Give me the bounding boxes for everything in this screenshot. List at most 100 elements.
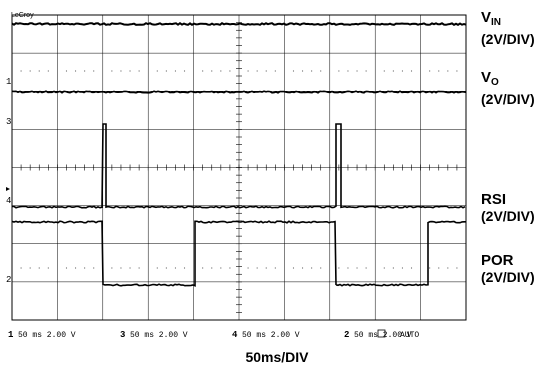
- dot-mark: [30, 267, 31, 268]
- dot-mark: [338, 70, 339, 71]
- dot-mark: [157, 70, 158, 71]
- dot-mark: [438, 70, 439, 71]
- dot-mark: [393, 70, 394, 71]
- por-scale: (2V/DIV): [481, 269, 535, 285]
- status-line: 1 50 ms 2.00 V 3 50 ms 2.00 V 4 50 ms 2.00 V 2…: [8, 330, 419, 340]
- dot-mark: [111, 267, 112, 268]
- dot-mark: [20, 267, 21, 268]
- status-channel-2: 2: [344, 330, 349, 340]
- status-setting: 50 ms 2.00 V: [242, 331, 300, 340]
- vin-label: VIN (2V/DIV): [481, 9, 535, 48]
- dot-mark: [402, 267, 403, 268]
- trigger-mode: AUTO: [400, 331, 419, 340]
- dot-mark: [402, 70, 403, 71]
- dot-mark: [456, 267, 457, 268]
- dot-mark: [320, 70, 321, 71]
- dot-mark: [157, 267, 158, 268]
- dot-mark: [447, 267, 448, 268]
- dot-mark: [202, 70, 203, 71]
- rsi-name: RSI: [481, 191, 535, 208]
- dot-mark: [220, 267, 221, 268]
- dot-mark: [293, 70, 294, 71]
- dot-mark: [30, 70, 31, 71]
- dot-mark: [266, 267, 267, 268]
- dot-mark: [366, 267, 367, 268]
- dot-mark: [366, 70, 367, 71]
- dot-mark: [247, 70, 248, 71]
- dot-mark: [120, 70, 121, 71]
- dot-mark: [75, 267, 76, 268]
- dot-mark: [429, 267, 430, 268]
- dot-mark: [84, 70, 85, 71]
- dot-mark: [393, 267, 394, 268]
- dot-mark: [166, 70, 167, 71]
- vin-scale: (2V/DIV): [481, 31, 535, 47]
- por-name: POR: [481, 252, 535, 269]
- dot-mark: [39, 70, 40, 71]
- trigger-level-icon: [6, 187, 10, 191]
- dot-mark: [356, 267, 357, 268]
- dot-mark: [275, 267, 276, 268]
- dot-mark: [84, 267, 85, 268]
- status-channel-3: 3: [120, 330, 125, 340]
- vo-scale: (2V/DIV): [481, 91, 535, 107]
- dot-mark: [229, 267, 230, 268]
- channel-marker-2: 2: [6, 275, 11, 285]
- dot-mark: [302, 70, 303, 71]
- dot-mark: [229, 70, 230, 71]
- rsi-scale: (2V/DIV): [481, 208, 535, 224]
- dot-mark: [66, 70, 67, 71]
- dot-mark: [447, 70, 448, 71]
- dot-mark: [220, 70, 221, 71]
- dot-mark: [139, 267, 140, 268]
- dot-mark: [302, 267, 303, 268]
- dot-mark: [184, 267, 185, 268]
- status-channel-4: 4: [232, 330, 238, 340]
- timebase-label: 50ms/DIV: [0, 349, 554, 365]
- dot-mark: [411, 267, 412, 268]
- dot-mark: [39, 267, 40, 268]
- dot-mark: [411, 70, 412, 71]
- dot-mark: [66, 267, 67, 268]
- vo-label: VO (2V/DIV): [481, 69, 535, 108]
- status-channel-1: 1: [8, 330, 14, 340]
- vo-subscript: O: [491, 77, 499, 88]
- dot-mark: [338, 267, 339, 268]
- dot-mark: [48, 70, 49, 71]
- status-setting: 50 ms 2.00 V: [130, 331, 188, 340]
- vin-name: V: [481, 9, 491, 26]
- dot-mark: [129, 267, 130, 268]
- dot-mark: [175, 70, 176, 71]
- dot-mark: [456, 70, 457, 71]
- dot-mark: [438, 267, 439, 268]
- dot-mark: [129, 70, 130, 71]
- dot-mark: [384, 70, 385, 71]
- channel-marker-1: 1: [6, 77, 11, 87]
- dot-mark: [293, 267, 294, 268]
- dot-mark: [93, 70, 94, 71]
- channel-markers: 1 3 4 2: [6, 77, 11, 285]
- dot-mark: [184, 70, 185, 71]
- dot-mark: [347, 70, 348, 71]
- dot-mark: [311, 267, 312, 268]
- channel-marker-3: 3: [6, 117, 11, 127]
- dot-mark: [75, 70, 76, 71]
- dot-mark: [120, 267, 121, 268]
- dot-mark: [175, 267, 176, 268]
- dot-mark: [257, 70, 258, 71]
- scope-grid: [12, 15, 466, 320]
- dot-mark: [311, 70, 312, 71]
- status-setting: 50 ms 2.00 V: [18, 331, 76, 340]
- dot-mark: [347, 267, 348, 268]
- dot-mark: [20, 70, 21, 71]
- dot-mark: [48, 267, 49, 268]
- dot-mark: [275, 70, 276, 71]
- vin-trace: [12, 23, 466, 25]
- dot-mark: [429, 70, 430, 71]
- por-label: POR (2V/DIV): [481, 252, 535, 286]
- rsi-label: RSI (2V/DIV): [481, 191, 535, 225]
- dot-mark: [320, 267, 321, 268]
- dot-mark: [247, 267, 248, 268]
- dot-mark: [211, 267, 212, 268]
